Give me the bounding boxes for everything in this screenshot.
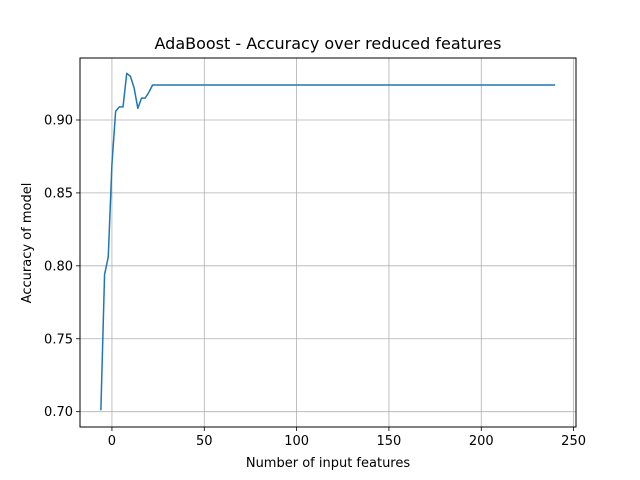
y-tick-label: 0.85 bbox=[44, 186, 73, 201]
x-axis-label: Number of input features bbox=[246, 456, 411, 471]
y-tick-label: 0.75 bbox=[44, 332, 73, 347]
x-tick-label: 250 bbox=[561, 434, 586, 449]
x-tick-label: 50 bbox=[196, 434, 213, 449]
grid-lines bbox=[80, 58, 576, 427]
y-tick-label: 0.90 bbox=[44, 113, 73, 128]
chart-title: AdaBoost - Accuracy over reduced feature… bbox=[155, 34, 502, 53]
y-tick-label: 0.70 bbox=[44, 405, 73, 420]
series-line bbox=[100, 72, 556, 411]
y-axis-label: Accuracy of model bbox=[20, 183, 35, 304]
series-layer bbox=[100, 72, 556, 411]
x-tick-label: 0 bbox=[108, 434, 116, 449]
y-tick-label: 0.80 bbox=[44, 259, 73, 274]
x-tick-label: 200 bbox=[469, 434, 494, 449]
tick-labels: 0 50 100 150 200 250 0.70 0.75 0.80 0.85 0.90 bbox=[44, 113, 586, 449]
tick-marks bbox=[76, 119, 574, 431]
x-tick-label: 100 bbox=[284, 434, 309, 449]
plot-frame bbox=[79, 57, 577, 428]
x-tick-label: 150 bbox=[377, 434, 402, 449]
